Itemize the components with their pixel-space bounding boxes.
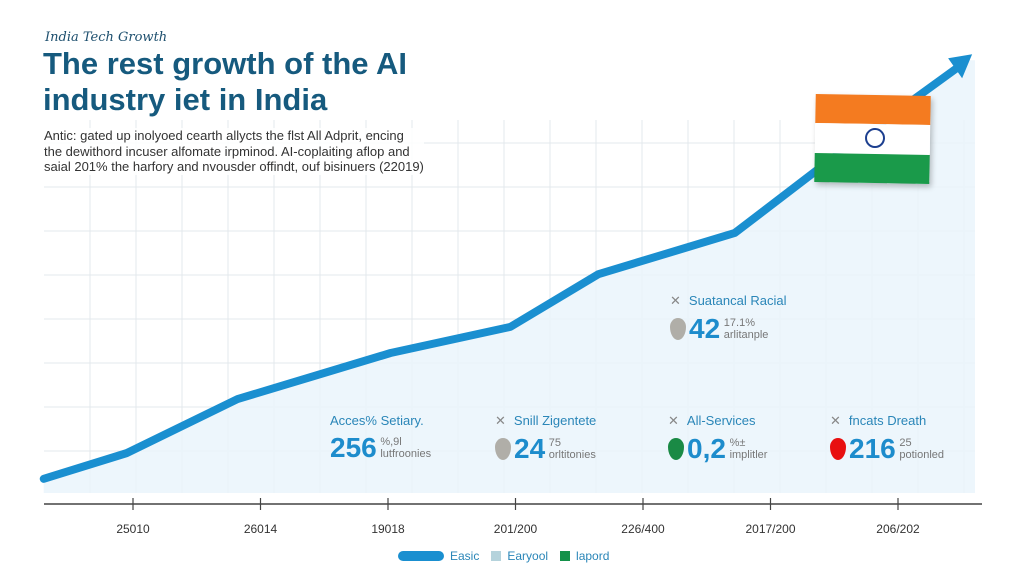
annotation-value: 0,2 bbox=[687, 433, 726, 464]
india-flag bbox=[814, 94, 931, 184]
annotation-2: ✕ Snill Zigentete 24 75 orltitonies bbox=[495, 413, 596, 465]
x-tick-label: 206/202 bbox=[876, 522, 920, 536]
annotation-label: fncats Dreath bbox=[848, 413, 927, 428]
pin-icon bbox=[670, 318, 686, 340]
annotation-label: Acces% Setiary. bbox=[330, 413, 424, 428]
x-tick-label: 201/200 bbox=[493, 522, 538, 536]
annotation-note: orltitonies bbox=[548, 449, 596, 461]
legend-label: Easic bbox=[450, 549, 480, 563]
pin-icon bbox=[668, 438, 684, 460]
annotation-value: 256 bbox=[330, 432, 377, 463]
annotation-1: Acces% Setiary. 256 %,9l lutfroonies bbox=[330, 413, 431, 464]
pin-icon bbox=[495, 438, 511, 460]
annotation-label: All-Services bbox=[686, 413, 756, 428]
annotation-note: implitler bbox=[729, 449, 768, 461]
annotation-label: Suatancal Racial bbox=[688, 293, 787, 308]
annotation-sup: %,9l bbox=[380, 436, 402, 448]
annotation-sup: %± bbox=[729, 437, 746, 449]
chart-title: The rest growth of the AI industry iet i… bbox=[43, 46, 407, 117]
x-tick-label: 2017/200 bbox=[745, 522, 796, 536]
arrow-head bbox=[948, 54, 973, 79]
annotation-value: 216 bbox=[849, 433, 896, 464]
cross-icon: ✕ bbox=[495, 413, 506, 428]
annotation-note: potionled bbox=[899, 449, 944, 461]
cross-icon: ✕ bbox=[668, 413, 679, 428]
x-tick-label: 19018 bbox=[371, 522, 405, 536]
annotation-sup: 25 bbox=[899, 437, 912, 449]
annotation-label: Snill Zigentete bbox=[513, 413, 597, 428]
legend-swatch bbox=[560, 551, 571, 561]
annotation-3: ✕ All-Services 0,2 %± implitler bbox=[668, 413, 767, 465]
annotation-0: ✕ Suatancal Racial 42 17.1% arlitanple bbox=[670, 293, 786, 345]
chart-subtitle: India Tech Growth bbox=[45, 30, 168, 45]
legend-swatch bbox=[398, 551, 444, 561]
x-tick-label: 25010 bbox=[116, 522, 150, 536]
legend-swatch bbox=[491, 551, 502, 561]
cross-icon: ✕ bbox=[670, 293, 681, 308]
annotation-4: ✕ fncats Dreath 216 25 potionled bbox=[830, 413, 944, 465]
annotation-note: arlitanple bbox=[723, 329, 769, 341]
x-tick-label: 226/400 bbox=[621, 522, 665, 536]
annotation-sup: 75 bbox=[548, 437, 562, 449]
chart-description: Antic: gated up inolyoed cearth allycts … bbox=[44, 128, 424, 175]
legend: Easic Earyool lapord bbox=[398, 549, 609, 563]
area-fill bbox=[43, 60, 975, 494]
annotation-note: lutfroonies bbox=[380, 448, 432, 460]
cross-icon: ✕ bbox=[830, 413, 841, 428]
pin-icon bbox=[830, 438, 846, 460]
annotation-value: 24 bbox=[514, 433, 546, 464]
x-tick-label: 26014 bbox=[243, 522, 278, 536]
legend-label: Earyool bbox=[507, 549, 549, 563]
legend-label: lapord bbox=[576, 549, 610, 563]
annotation-sup: 17.1% bbox=[723, 317, 755, 329]
annotation-value: 42 bbox=[689, 313, 721, 344]
